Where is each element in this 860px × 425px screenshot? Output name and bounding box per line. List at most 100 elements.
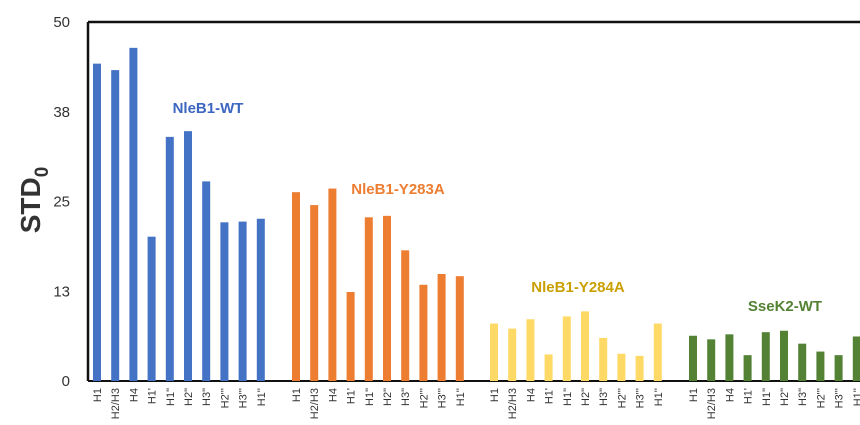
x-tick-label: H2": [183, 388, 195, 406]
bar-NleB1-Y284A-H4: [526, 319, 535, 381]
bar-SseK2-WT-H2''': [816, 351, 825, 381]
x-tick-label: H4: [327, 388, 339, 402]
x-tick-label: H4: [724, 388, 736, 402]
bar-NleB1-Y284A-H1: [490, 323, 498, 381]
x-tick-label: H1'': [653, 388, 665, 406]
series-NleB1-WT: [93, 47, 265, 382]
bar-NleB1-WT-H1": [165, 136, 174, 381]
x-tick-label: H2": [382, 388, 394, 406]
x-tick-label: H2/H3: [309, 388, 321, 419]
bar-NleB1-Y284A-H1": [562, 316, 571, 381]
y-tick-label: 13: [53, 283, 70, 300]
x-tick-label: H3": [797, 388, 809, 406]
y-tick-label: 38: [53, 104, 70, 121]
series-NleB1-Y283A: [292, 188, 464, 381]
bar-SseK2-WT-H1: [689, 335, 697, 381]
bar-NleB1-Y283A-H1: [292, 192, 300, 381]
bar-NleB1-Y283A-H2''': [419, 284, 428, 381]
x-tick-label: H2": [779, 388, 791, 406]
bar-SseK2-WT-H4: [725, 334, 734, 381]
x-tick-label: H1: [489, 388, 501, 402]
y-axis-label-main: STD: [15, 177, 46, 233]
y-axis-label-subscript: 0: [32, 167, 53, 178]
bar-NleB1-WT-H1: [93, 63, 101, 381]
bar-series: [93, 47, 860, 382]
category-labels: H1 H2/H3 H4 H1' H1" H2" H3" H2''' H3''' H1'' H1 H2/…: [92, 388, 860, 419]
x-tick-label: H3": [400, 388, 412, 406]
y-tick-label: 50: [53, 14, 70, 31]
x-tick-label: H4: [525, 388, 537, 402]
x-tick-label: H1': [147, 388, 159, 404]
x-tick-label: H1: [92, 388, 104, 402]
x-tick-label: H3''': [635, 388, 647, 408]
x-tick-label: H1": [761, 388, 773, 406]
bar-NleB1-WT-H1'': [256, 218, 265, 381]
x-tick-label: H1": [364, 388, 376, 406]
x-tick-label: H1': [743, 388, 755, 404]
series-label: NleB1-Y284A: [531, 279, 625, 296]
bar-NleB1-Y284A-H1'': [653, 323, 662, 381]
x-tick-label: H3": [598, 388, 610, 406]
x-tick-label: H3": [201, 388, 213, 406]
x-tick-label: H1'': [852, 388, 860, 406]
x-tick-label: H1: [688, 388, 700, 402]
x-tick-label: H1": [165, 388, 177, 406]
bar-NleB1-WT-H2/H3: [111, 70, 120, 381]
bar-SseK2-WT-H2/H3: [707, 339, 716, 381]
y-tick-label: 25: [53, 194, 70, 211]
bar-NleB1-WT-H3''': [238, 221, 247, 381]
y-axis-label: STD0: [15, 167, 53, 234]
bar-NleB1-Y284A-H3": [599, 337, 608, 381]
x-tick-label: H2''': [616, 388, 628, 408]
bar-NleB1-Y284A-H3''': [635, 355, 644, 381]
bar-NleB1-Y284A-H1': [544, 354, 553, 381]
bar-NleB1-Y283A-H1'': [455, 276, 464, 381]
x-tick-label: H1: [291, 388, 303, 402]
x-tick-label: H1'': [455, 388, 467, 406]
x-tick-label: H2/H3: [706, 388, 718, 419]
bar-NleB1-Y284A-H2": [581, 311, 589, 381]
bar-NleB1-Y283A-H2": [383, 215, 391, 381]
x-tick-label: H1'': [256, 388, 268, 406]
series-label: SseK2-WT: [748, 298, 822, 315]
bar-NleB1-Y283A-H2/H3: [310, 205, 319, 381]
bar-NleB1-Y284A-H2/H3: [508, 328, 517, 381]
bar-NleB1-Y283A-H4: [328, 188, 337, 381]
series-NleB1-Y284A: [490, 311, 662, 381]
bar-NleB1-WT-H4: [129, 47, 138, 382]
bar-NleB1-WT-H3": [202, 181, 211, 381]
bar-NleB1-WT-H2": [184, 131, 192, 381]
y-tick-label: 0: [62, 373, 70, 390]
y-axis-ticks: 0 13 25 38 50: [53, 14, 70, 390]
bar-NleB1-WT-H2''': [220, 222, 229, 381]
x-tick-label: H3''': [238, 388, 250, 408]
series-label: NleB1-WT: [173, 100, 244, 117]
bar-SseK2-WT-H2": [780, 330, 788, 381]
bar-NleB1-WT-H1': [147, 236, 156, 381]
bar-SseK2-WT-H3''': [834, 355, 843, 381]
x-tick-label: H1': [346, 388, 358, 404]
bar-NleB1-Y283A-H1': [346, 291, 355, 381]
x-tick-label: H2": [580, 388, 592, 406]
bar-NleB1-Y283A-H3": [401, 250, 410, 381]
x-tick-label: H3''': [834, 388, 846, 408]
bar-SseK2-WT-H1": [761, 332, 770, 381]
bar-SseK2-WT-H1'': [852, 336, 860, 381]
x-tick-label: H2/H3: [110, 388, 122, 419]
x-tick-label: H2''': [418, 388, 430, 408]
x-tick-label: H3''': [437, 388, 449, 408]
series-label: NleB1-Y283A: [351, 181, 445, 198]
bar-SseK2-WT-H1': [743, 355, 752, 381]
bar-NleB1-Y283A-H1": [364, 217, 373, 381]
x-tick-label: H1": [562, 388, 574, 406]
bar-SseK2-WT-H3": [798, 343, 807, 381]
series-labels: NleB1-WT NleB1-Y283A NleB1-Y284A SseK2-WT: [173, 100, 823, 315]
x-tick-label: H1': [544, 388, 556, 404]
x-tick-label: H2/H3: [507, 388, 519, 419]
x-tick-label: H2''': [815, 388, 827, 408]
series-SseK2-WT: [689, 330, 860, 381]
bar-NleB1-Y283A-H3''': [437, 274, 446, 381]
x-tick-label: H4: [128, 388, 140, 402]
bar-NleB1-Y284A-H2''': [617, 353, 626, 381]
